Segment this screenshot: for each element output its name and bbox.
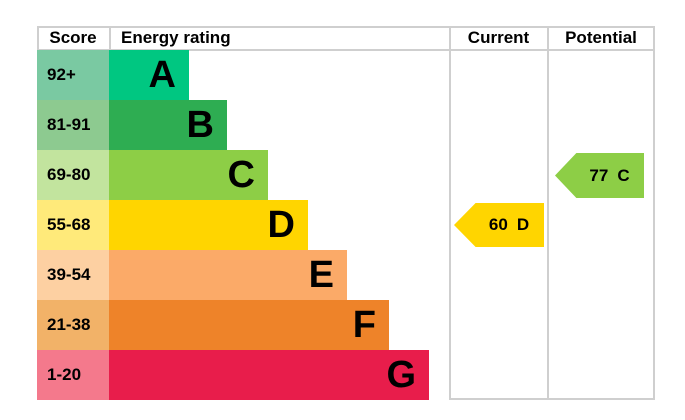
score-range-label: 92+ — [47, 65, 76, 84]
potential-rating-letter: C — [617, 165, 630, 185]
potential-header-label: Potential — [565, 28, 637, 47]
epc-band-bar-b: B — [109, 100, 227, 150]
table-bottom-border — [449, 398, 655, 400]
band-letter: C — [227, 154, 255, 196]
score-range-label: 39-54 — [47, 265, 91, 284]
epc-band-bar-d: D — [109, 200, 308, 250]
table-top-border — [37, 26, 655, 28]
epc-band-bar-f: F — [109, 300, 389, 350]
score-range-label: 81-91 — [47, 115, 91, 134]
band-letter: A — [148, 54, 176, 96]
score-column-header: Score — [37, 26, 109, 50]
epc-band-bar-e: E — [109, 250, 347, 300]
epc-band-bar-a: A — [109, 50, 189, 100]
current-rating-letter: D — [516, 215, 530, 234]
score-range-cell: 55-68 — [37, 200, 109, 250]
epc-band-bar-c: C — [109, 150, 268, 200]
current-column-header: Current — [449, 26, 548, 50]
potential-column-header: Potential — [548, 26, 654, 50]
potential-rating-arrow: 77 C — [555, 153, 644, 198]
band-letter: G — [386, 354, 416, 396]
score-range-label: 21-38 — [47, 315, 91, 334]
score-range-cell: 1-20 — [37, 350, 109, 400]
epc-band-bar-g: G — [109, 350, 429, 400]
score-range-cell: 81-91 — [37, 100, 109, 150]
table-right-border — [653, 26, 655, 400]
current-rating-arrow: 60 D — [454, 203, 544, 247]
score-range-cell: 92+ — [37, 50, 109, 100]
table-left-border — [37, 26, 39, 50]
energy-rating-column-header: Energy rating — [121, 26, 441, 50]
band-letter: B — [186, 104, 214, 146]
score-column-divider — [109, 26, 111, 50]
score-range-cell: 21-38 — [37, 300, 109, 350]
band-letter: F — [352, 304, 376, 346]
current-column-left-line — [449, 26, 451, 400]
current-rating-value: 60 — [488, 215, 508, 234]
potential-rating-value: 77 — [589, 165, 609, 185]
band-letter: D — [267, 204, 295, 246]
score-range-cell: 39-54 — [37, 250, 109, 300]
energy-rating-header-label: Energy rating — [121, 28, 231, 47]
score-range-label: 55-68 — [47, 215, 91, 234]
score-range-label: 1-20 — [47, 365, 82, 384]
header-bottom-border — [37, 49, 655, 51]
current-potential-divider — [547, 26, 549, 400]
score-header-label: Score — [49, 28, 97, 47]
score-range-label: 69-80 — [47, 165, 91, 184]
current-header-label: Current — [467, 28, 530, 47]
score-range-cell: 69-80 — [37, 150, 109, 200]
band-letter: E — [308, 254, 334, 296]
